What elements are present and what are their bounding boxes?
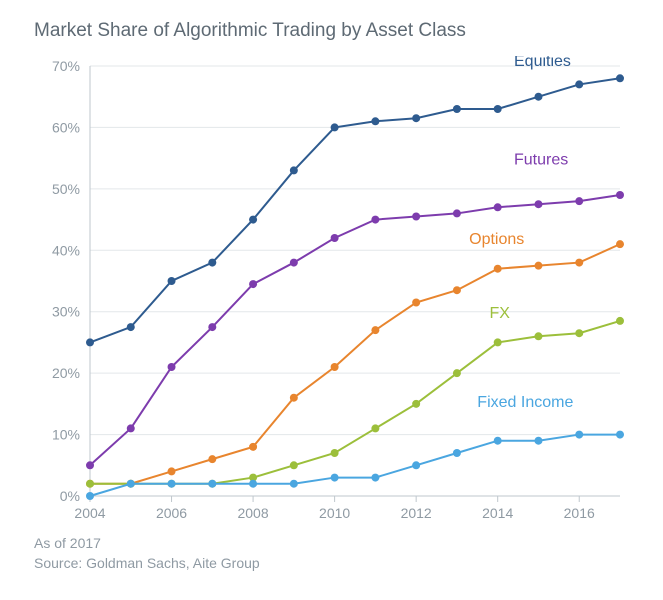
series-marker-fx: [534, 332, 542, 340]
series-marker-options: [168, 467, 176, 475]
series-marker-equities: [575, 80, 583, 88]
series-marker-options: [575, 259, 583, 267]
series-marker-futures: [453, 209, 461, 217]
series-marker-fixed-income: [453, 449, 461, 457]
series-marker-fx: [371, 424, 379, 432]
series-marker-equities: [453, 105, 461, 113]
series-marker-options: [371, 326, 379, 334]
series-marker-equities: [168, 277, 176, 285]
footer-asof: As of 2017: [34, 534, 643, 554]
series-label-options: Options: [469, 231, 524, 248]
x-axis-label: 2014: [482, 505, 513, 521]
series-marker-fx: [616, 317, 624, 325]
series-label-equities: Equities: [514, 56, 571, 70]
series-label-futures: Futures: [514, 151, 568, 168]
y-axis-label: 30%: [52, 304, 80, 320]
y-axis-label: 50%: [52, 181, 80, 197]
series-marker-equities: [86, 338, 94, 346]
series-marker-fixed-income: [290, 480, 298, 488]
series-marker-futures: [371, 216, 379, 224]
x-axis-label: 2010: [319, 505, 350, 521]
series-line-equities: [90, 78, 620, 342]
y-axis-label: 70%: [52, 58, 80, 74]
x-axis-label: 2004: [74, 505, 105, 521]
series-marker-fixed-income: [168, 480, 176, 488]
series-marker-futures: [534, 200, 542, 208]
y-axis-label: 60%: [52, 119, 80, 135]
series-marker-options: [412, 299, 420, 307]
series-marker-fx: [494, 338, 502, 346]
series-marker-equities: [331, 123, 339, 131]
series-marker-fixed-income: [86, 492, 94, 500]
line-chart: 0% 10% 20% 30% 40% 50% 60% 70% 2004 2006 2008 2010 2…: [34, 56, 634, 526]
series-marker-fixed-income: [494, 437, 502, 445]
series-marker-equities: [412, 114, 420, 122]
series-marker-fixed-income: [249, 480, 257, 488]
y-axis-label: 0%: [60, 488, 80, 504]
series-marker-equities: [371, 117, 379, 125]
series-marker-options: [453, 286, 461, 294]
series-marker-fx: [290, 461, 298, 469]
series-marker-options: [249, 443, 257, 451]
series-marker-fx: [86, 480, 94, 488]
series-marker-equities: [290, 166, 298, 174]
series-marker-futures: [575, 197, 583, 205]
series-marker-options: [494, 265, 502, 273]
series-marker-equities: [534, 93, 542, 101]
series-marker-fixed-income: [331, 474, 339, 482]
series-marker-fixed-income: [534, 437, 542, 445]
series-marker-futures: [412, 213, 420, 221]
series-marker-fixed-income: [616, 431, 624, 439]
x-axis-label: 2006: [156, 505, 187, 521]
x-axis-label: 2008: [237, 505, 268, 521]
series-marker-futures: [290, 259, 298, 267]
series-label-fixed-income: Fixed Income: [477, 394, 573, 411]
series-marker-fx: [453, 369, 461, 377]
series-marker-futures: [127, 424, 135, 432]
y-axis-label: 20%: [52, 365, 80, 381]
series-marker-futures: [331, 234, 339, 242]
series-marker-fixed-income: [208, 480, 216, 488]
series-marker-options: [616, 240, 624, 248]
footer-source: Source: Goldman Sachs, Aite Group: [34, 554, 643, 574]
series-marker-fx: [412, 400, 420, 408]
series-marker-futures: [494, 203, 502, 211]
chart-container: Market Share of Algorithmic Trading by A…: [0, 0, 663, 600]
series-marker-equities: [127, 323, 135, 331]
chart-footer: As of 2017 Source: Goldman Sachs, Aite G…: [34, 534, 643, 573]
series-marker-fixed-income: [575, 431, 583, 439]
series-marker-options: [208, 455, 216, 463]
series-marker-fx: [575, 329, 583, 337]
series-marker-futures: [86, 461, 94, 469]
series-marker-fixed-income: [412, 461, 420, 469]
series-label-fx: FX: [490, 305, 511, 322]
series-marker-futures: [168, 363, 176, 371]
series-marker-equities: [616, 74, 624, 82]
series-marker-options: [331, 363, 339, 371]
y-axis-label: 40%: [52, 242, 80, 258]
series-marker-fixed-income: [371, 474, 379, 482]
series-marker-equities: [494, 105, 502, 113]
series-marker-equities: [208, 259, 216, 267]
series-marker-fixed-income: [127, 480, 135, 488]
series-marker-futures: [208, 323, 216, 331]
series-marker-options: [290, 394, 298, 402]
x-axis-label: 2016: [564, 505, 595, 521]
series-marker-futures: [249, 280, 257, 288]
chart-title: Market Share of Algorithmic Trading by A…: [34, 20, 643, 42]
series-marker-equities: [249, 216, 257, 224]
x-axis-label: 2012: [401, 505, 432, 521]
series-marker-options: [534, 262, 542, 270]
series-marker-futures: [616, 191, 624, 199]
series-line-futures: [90, 195, 620, 465]
series-marker-fx: [331, 449, 339, 457]
y-axis-label: 10%: [52, 427, 80, 443]
